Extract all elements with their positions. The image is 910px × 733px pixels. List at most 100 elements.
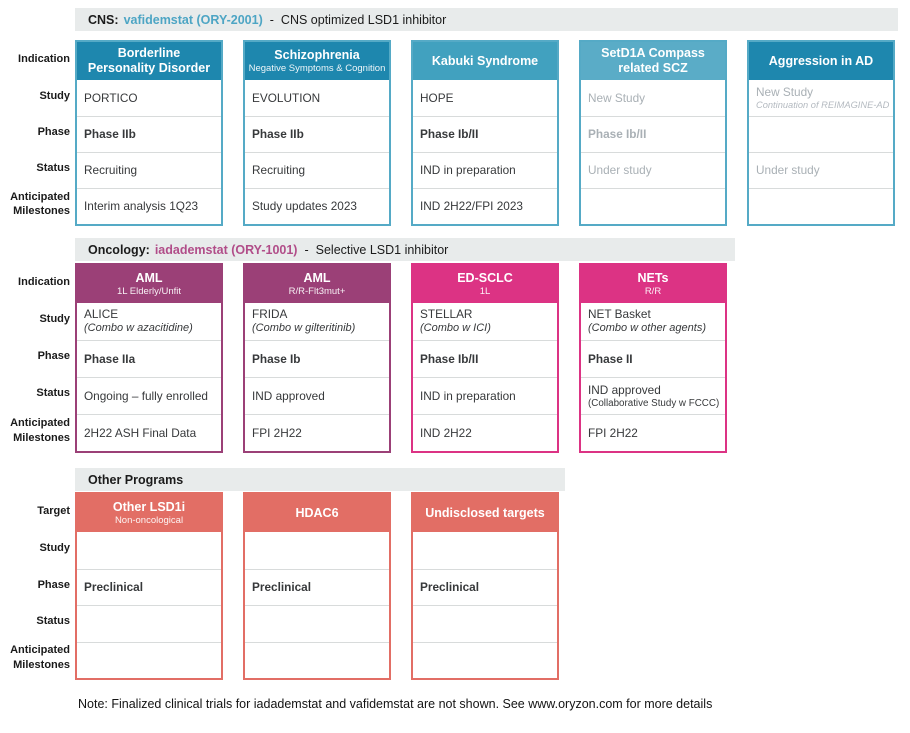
program-card-ed-sclc: ED-SCLC 1L STELLAR (Combo w ICI) Phase I…	[411, 263, 559, 453]
study-cell: PORTICO	[77, 80, 221, 116]
cns-separator: -	[269, 12, 274, 27]
status-value: Under study	[756, 163, 820, 178]
program-card-undisclosed-targets: Undisclosed targets Preclinical	[411, 492, 559, 680]
footnote: Note: Finalized clinical trials for iada…	[78, 697, 713, 711]
indication-title: Aggression in AD	[768, 53, 874, 68]
indication-title: ED-SCLC	[457, 270, 513, 285]
row-label-target: Target	[37, 504, 70, 517]
card-header: HDAC6	[245, 494, 389, 532]
card-header: ED-SCLC 1L	[413, 265, 557, 303]
cns-drug-name: vafidemstat (ORY-2001)	[123, 12, 263, 27]
row-label-status: Status	[36, 387, 70, 400]
study-cell	[77, 532, 221, 569]
status-cell: IND in preparation	[413, 377, 557, 414]
status-value: Ongoing – fully enrolled	[84, 388, 208, 403]
milestone-cell: Interim analysis 1Q23	[77, 188, 221, 224]
study-subvalue: (Combo w other agents)	[588, 322, 706, 335]
status-cell	[413, 605, 557, 642]
row-label-phase: Phase	[37, 578, 70, 591]
row-label-milestones: Anticipated Milestones	[0, 640, 70, 677]
milestone-cell	[77, 641, 221, 678]
study-subvalue: (Combo w gilteritinib)	[252, 322, 356, 335]
indication-subtitle: 1L Elderly/Unfit	[116, 285, 182, 297]
study-value: EVOLUTION	[252, 90, 321, 105]
phase-cell	[749, 116, 893, 152]
study-cell: ALICE (Combo w azacitidine)	[77, 303, 221, 340]
indication-subtitle: Negative Symptoms & Cognition	[248, 62, 386, 74]
phase-cell: Phase Ib	[245, 340, 389, 377]
indication-title: Borderline	[117, 46, 181, 60]
oncology-description: Selective LSD1 inhibitor	[315, 242, 449, 257]
row-label-indication: Indication	[18, 52, 70, 65]
program-card-setd1a-scz: SetD1A Compass related SCZ New Study Pha…	[579, 40, 727, 226]
row-label-milestones: Anticipated Milestones	[0, 412, 70, 449]
program-card-aggression-ad: Aggression in AD New Study Continuation …	[747, 40, 895, 226]
study-cell: New Study	[581, 80, 725, 116]
phase-cell: Preclinical	[245, 568, 389, 605]
program-card-hdac6: HDAC6 Preclinical	[243, 492, 391, 680]
card-header: Kabuki Syndrome	[413, 42, 557, 80]
phase-cell: Phase II	[581, 340, 725, 377]
status-value: Recruiting	[252, 163, 306, 178]
study-cell	[413, 532, 557, 569]
phase-cell: Phase IIa	[77, 340, 221, 377]
program-card-schizophrenia: Schizophrenia Negative Symptoms & Cognit…	[243, 40, 391, 226]
row-label-milestones-line1: Anticipated	[10, 190, 70, 203]
row-label-milestones-line2: Milestones	[13, 658, 70, 671]
study-subvalue: (Combo w azacitidine)	[84, 322, 193, 335]
milestone-value: IND 2H22	[420, 425, 472, 440]
row-label-study: Study	[39, 89, 70, 102]
status-cell	[77, 605, 221, 642]
status-cell: Under study	[581, 152, 725, 188]
oncology-pipeline-row: Indication Study Phase Status Anticipate…	[0, 263, 747, 453]
phase-cell: Preclinical	[77, 568, 221, 605]
phase-value: Phase IIb	[84, 127, 136, 142]
row-label-status: Status	[36, 161, 70, 174]
card-header: Undisclosed targets	[413, 494, 557, 532]
indication-title: SetD1A Compass	[601, 46, 705, 60]
status-cell: Recruiting	[77, 152, 221, 188]
milestone-cell: FPI 2H22	[581, 414, 725, 451]
other-programs-section-header: Other Programs	[75, 468, 565, 491]
milestone-cell: 2H22 ASH Final Data	[77, 414, 221, 451]
oncology-drug-name: iadademstat (ORY-1001)	[154, 242, 298, 257]
status-value: Recruiting	[84, 163, 138, 178]
indication-title: AML	[135, 270, 163, 285]
milestone-value: FPI 2H22	[252, 425, 302, 440]
row-label-milestones-line2: Milestones	[13, 431, 70, 444]
cns-description: CNS optimized LSD1 inhibitor	[280, 12, 447, 27]
program-card-kabuki: Kabuki Syndrome HOPE Phase Ib/II IND in …	[411, 40, 559, 226]
row-label-milestones: Anticipated Milestones	[0, 186, 70, 222]
phase-value: Phase II	[588, 351, 633, 366]
indication-subtitle: 1L	[479, 285, 491, 297]
study-cell: NET Basket (Combo w other agents)	[581, 303, 725, 340]
milestone-value: Study updates 2023	[252, 199, 357, 214]
study-value: New Study	[588, 90, 646, 105]
study-value: PORTICO	[84, 90, 138, 105]
milestone-cell: IND 2H22/FPI 2023	[413, 188, 557, 224]
card-header: AML 1L Elderly/Unfit	[77, 265, 221, 303]
status-value: IND in preparation	[420, 163, 516, 178]
phase-value: Phase Ib/II	[588, 127, 647, 142]
milestone-value: Interim analysis 1Q23	[84, 199, 199, 214]
phase-value: Phase Ib	[252, 351, 301, 366]
phase-value: Phase Ib/II	[420, 351, 479, 366]
cns-pipeline-row: Indication Study Phase Status Anticipate…	[0, 40, 910, 226]
status-value: IND approved	[252, 388, 325, 403]
other-programs-section-label: Other Programs	[88, 472, 184, 487]
study-value: STELLAR	[420, 307, 473, 322]
study-cell: HOPE	[413, 80, 557, 116]
study-subvalue: Continuation of REIMAGINE-AD	[756, 100, 890, 110]
row-label-status: Status	[36, 615, 70, 628]
milestone-value: 2H22 ASH Final Data	[84, 425, 197, 440]
indication-title: AML	[303, 270, 331, 285]
indication-subtitle: R/R	[644, 285, 662, 297]
phase-cell: Phase Ib/II	[413, 340, 557, 377]
status-cell: Recruiting	[245, 152, 389, 188]
program-card-other-lsd1i: Other LSD1i Non-oncological Preclinical	[75, 492, 223, 680]
row-label-phase: Phase	[37, 350, 70, 363]
target-title: Other LSD1i	[112, 499, 186, 514]
study-value: NET Basket	[588, 307, 651, 322]
study-cell: EVOLUTION	[245, 80, 389, 116]
status-subvalue: (Collaborative Study w FCCC)	[588, 397, 720, 409]
